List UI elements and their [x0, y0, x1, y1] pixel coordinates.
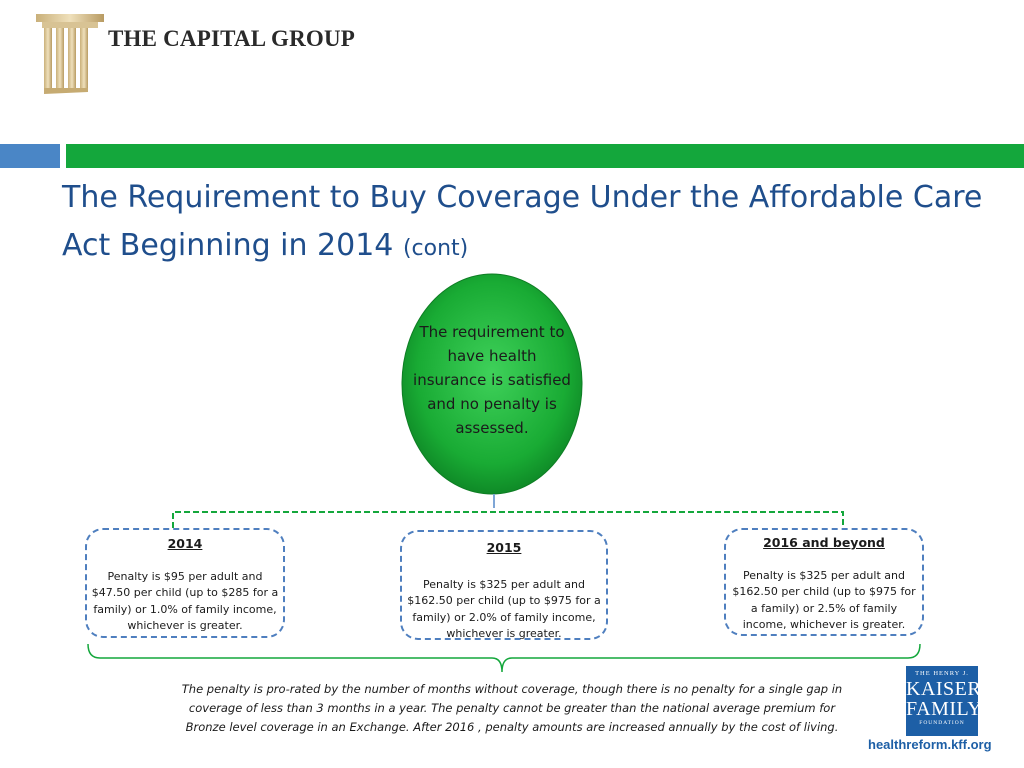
kff-logo-family: FAMILY — [906, 698, 983, 720]
penalty-box-year: 2015 — [486, 540, 522, 555]
no-penalty-circle — [401, 273, 583, 495]
kff-url-link[interactable]: healthreform.kff.org — [868, 737, 992, 752]
capital-group-pillar-logo — [36, 14, 104, 94]
penalty-box-2015: 2015 Penalty is $325 per adult and $162.… — [400, 530, 608, 640]
accent-bar-green — [66, 144, 1024, 168]
penalty-box-year: 2014 — [167, 536, 203, 551]
kff-logo-kaiser: KAISER — [906, 678, 982, 700]
slide-title: The Requirement to Buy Coverage Under th… — [62, 174, 992, 273]
kff-logo: THE HENRY J. KAISER FAMILY FOUNDATION — [906, 666, 983, 736]
slide-title-main: The Requirement to Buy Coverage Under th… — [62, 180, 983, 263]
penalty-box-text: Penalty is $325 per adult and $162.50 pe… — [732, 568, 916, 632]
penalty-box-text: Penalty is $95 per adult and $47.50 per … — [91, 569, 279, 633]
penalty-box-year: 2016 and beyond — [763, 535, 885, 550]
kff-logo-foundation: FOUNDATION — [919, 720, 965, 726]
bracket-brace — [87, 643, 921, 673]
penalty-box-2014: 2014 Penalty is $95 per adult and $47.50… — [85, 528, 285, 638]
slide-title-suffix: (cont) — [402, 236, 469, 261]
penalty-footnote: The penalty is pro-rated by the number o… — [181, 682, 843, 734]
circle-text: The requirement to have health insurance… — [413, 323, 571, 437]
accent-bar-blue — [0, 144, 60, 168]
connector-horizontal — [172, 511, 844, 528]
penalty-box-2016-and-beyond: 2016 and beyond Penalty is $325 per adul… — [724, 528, 924, 636]
company-logo-text: THE CAPITAL GROUP — [108, 26, 356, 51]
penalty-box-text: Penalty is $325 per adult and $162.50 pe… — [407, 577, 601, 641]
kff-logo-line1: THE HENRY J. — [915, 670, 969, 677]
